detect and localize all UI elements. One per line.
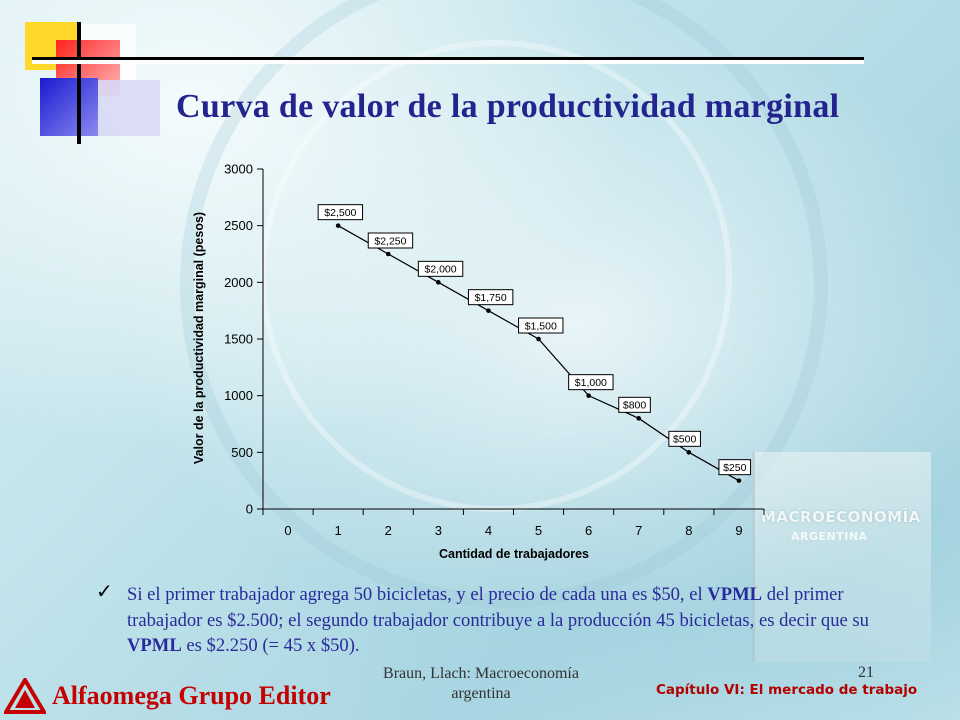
x-tick-label: 8 — [685, 523, 692, 538]
x-tick-label: 3 — [435, 523, 442, 538]
x-tick-label: 0 — [284, 523, 291, 538]
bullet-text: Si el primer trabajador agrega 50 bicicl… — [127, 582, 886, 659]
bullet-text-part: Si el primer trabajador agrega 50 bicicl… — [127, 584, 708, 605]
bullet-text-emphasis: VPML — [707, 584, 763, 605]
y-tick-label: 3000 — [224, 162, 253, 177]
book-title: MACROECONOMÍA — [761, 508, 921, 526]
data-label-text: $1,000 — [575, 377, 607, 389]
data-label: $1,500 — [518, 317, 564, 334]
vpml-line-chart: 0 500 1000 1500 2000 2500 3000 0 1 2 3 4 5 6 7 8 9 $2,50… — [192, 162, 765, 561]
logo-square-lavender — [98, 80, 160, 136]
book-subtitle: ARGENTINA — [791, 530, 868, 543]
data-label-box — [417, 260, 464, 277]
data-label: $1,000 — [568, 374, 614, 391]
title-rule — [32, 57, 864, 64]
bullet-text-part: del primer trabajador es $2.500; el segu… — [127, 584, 869, 631]
data-point — [335, 223, 341, 228]
data-label: $2,250 — [367, 232, 414, 249]
data-label: $2,500 — [317, 204, 364, 221]
data-label-text: $2,500 — [324, 207, 356, 219]
data-label-text: $2,250 — [374, 235, 406, 247]
data-point — [436, 280, 441, 285]
data-label-box — [668, 430, 701, 447]
y-tick-label: 2000 — [224, 275, 253, 290]
x-tick-label: 7 — [635, 523, 642, 538]
chart-data-labels: $2,500 $2,250 $2,000 $1,750 $1,500 $1,000 $800… — [317, 204, 752, 476]
x-tick-label: 4 — [485, 523, 492, 538]
data-label-box — [467, 289, 514, 306]
data-label: $500 — [668, 430, 701, 447]
y-tick-label: 0 — [246, 502, 253, 517]
bullet-text-part: es $2.250 (= 45 x $50). — [181, 635, 360, 656]
bullet-point: ✓ Si el primer trabajador agrega 50 bici… — [96, 581, 886, 659]
chapter-label: Capítulo VI: El mercado de trabajo — [656, 682, 918, 698]
data-label: $2,000 — [417, 260, 464, 277]
y-tick-label: 500 — [231, 445, 253, 460]
data-label-box — [568, 374, 614, 391]
x-tick-label: 9 — [735, 523, 742, 538]
x-tick-label: 5 — [535, 523, 542, 538]
x-tick-label: 2 — [385, 523, 392, 538]
data-label-text: $250 — [723, 462, 747, 474]
checkmark-icon: ✓ — [96, 581, 113, 603]
data-label-box — [718, 459, 752, 476]
logo-vertical-line — [77, 22, 81, 144]
data-label: $250 — [718, 459, 752, 476]
data-label-text: $1,500 — [525, 320, 557, 332]
footer-credit: Braun, Llach: Macroeconomía argentina — [356, 664, 606, 704]
data-label-box — [618, 396, 651, 413]
data-point — [686, 450, 692, 455]
data-label: $800 — [618, 396, 651, 413]
footer-credit-line1: Braun, Llach: Macroeconomía — [383, 665, 579, 682]
x-axis-label: Cantidad de trabajadores — [439, 547, 589, 561]
logo-square-blue — [40, 78, 98, 136]
data-point — [586, 393, 591, 398]
data-point — [486, 308, 491, 313]
x-tick-label: 1 — [335, 523, 342, 538]
data-label: $1,750 — [467, 289, 514, 306]
data-label-box — [317, 204, 364, 221]
data-label-text: $2,000 — [424, 264, 456, 276]
publisher-logo-icon — [4, 678, 46, 714]
y-tick-label: 1000 — [224, 388, 253, 403]
publisher-footer: Alfaomega Grupo Editor — [4, 676, 344, 716]
data-point — [536, 336, 541, 342]
y-tick-label: 1500 — [224, 332, 253, 347]
data-point — [736, 478, 742, 483]
data-point — [385, 251, 391, 257]
chart-axes: 0 500 1000 1500 2000 2500 3000 0 1 2 3 4 5 6 7 8 9 — [224, 162, 765, 538]
data-label-box — [518, 317, 564, 334]
data-label-text: $1,750 — [475, 292, 507, 304]
footer-credit-line2: argentina — [451, 685, 511, 702]
y-axis-label: Valor de la productividad marginal (peso… — [192, 212, 206, 464]
page-number: 21 — [858, 664, 874, 681]
data-label-box — [367, 232, 414, 249]
data-label-text: $500 — [673, 434, 697, 446]
x-tick-label: 6 — [585, 523, 592, 538]
y-tick-label: 2500 — [224, 218, 253, 233]
data-point — [636, 416, 642, 421]
publisher-name: Alfaomega Grupo Editor — [52, 681, 331, 710]
bullet-text-emphasis: VPML — [127, 635, 182, 656]
data-label-text: $800 — [623, 400, 647, 412]
slide-title: Curva de valor de la productividad margi… — [176, 88, 840, 125]
book-cover-watermark: MACROECONOMÍA ARGENTINA — [752, 452, 931, 662]
